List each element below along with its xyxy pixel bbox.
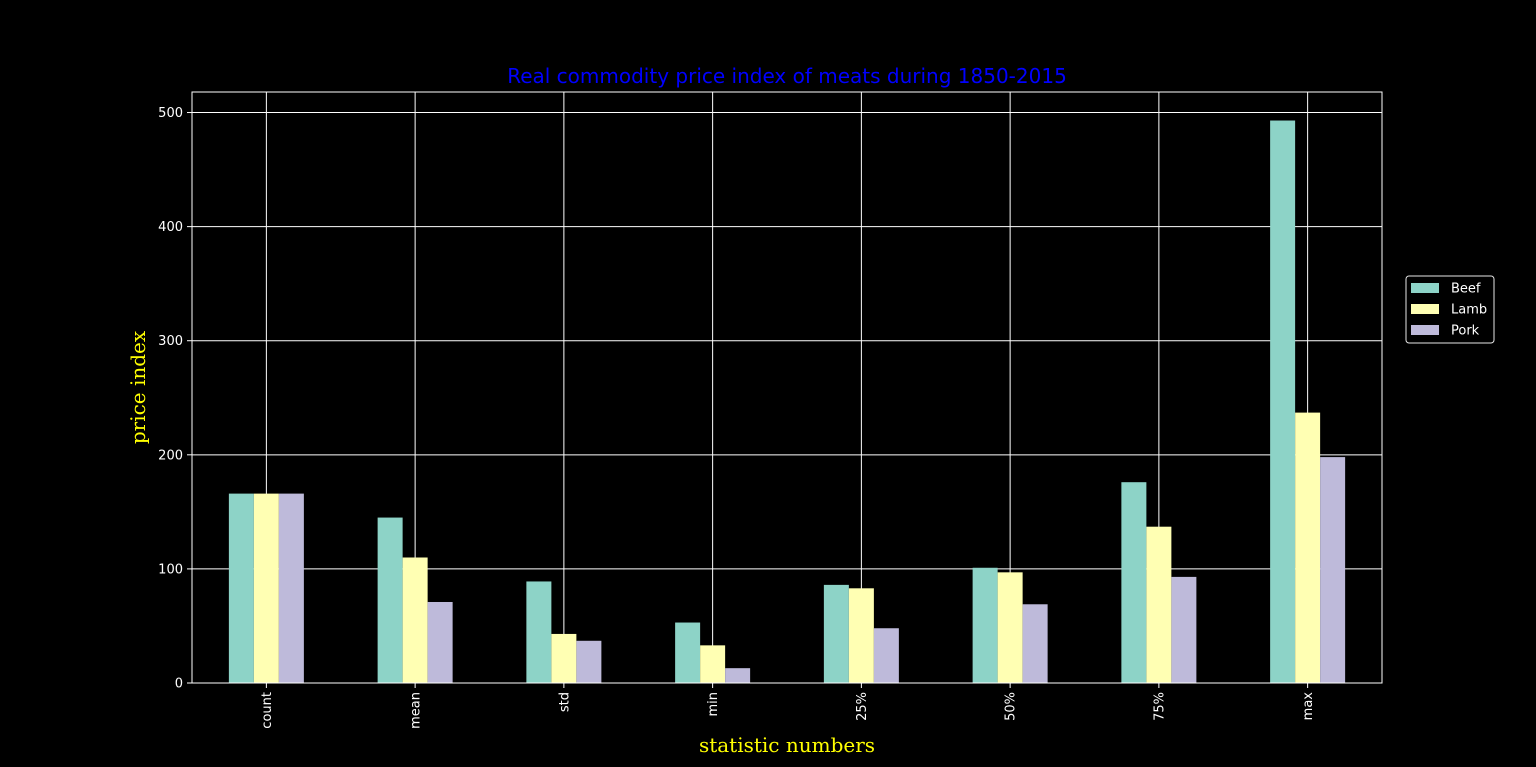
bar-beef <box>823 584 849 683</box>
y-tick-label: 500 <box>158 106 183 121</box>
bar-lamb <box>551 633 577 683</box>
grid <box>192 92 1382 684</box>
x-axis-title: statistic numbers <box>699 733 875 757</box>
y-tick-label: 400 <box>158 220 183 235</box>
bar-pork <box>725 668 751 683</box>
x-tick-label: 25% <box>855 692 870 721</box>
bar-pork <box>1320 457 1346 683</box>
bar-beef <box>675 622 701 683</box>
x-tick-label: min <box>706 692 721 717</box>
legend-label: Pork <box>1451 324 1480 339</box>
y-tick-label: 100 <box>158 562 183 577</box>
legend: Beef Lamb Pork <box>1405 275 1495 344</box>
bar-pork <box>278 493 304 683</box>
x-tick-label: 50% <box>1004 692 1019 721</box>
legend-label: Lamb <box>1451 303 1487 318</box>
bar-pork <box>873 628 899 683</box>
bar-lamb <box>997 572 1023 683</box>
bar-lamb <box>1146 526 1172 683</box>
bar-beef <box>972 567 998 683</box>
bar-pork <box>1022 604 1048 683</box>
legend-label: Beef <box>1451 282 1481 297</box>
bar-beef <box>377 517 403 683</box>
bar-beef <box>228 493 254 683</box>
x-tick-label: count <box>260 692 275 729</box>
bar-lamb <box>1295 412 1321 683</box>
bar-lamb <box>700 645 726 683</box>
bar-beef <box>1121 482 1147 683</box>
legend-swatch <box>1411 304 1439 314</box>
y-tick-label: 200 <box>158 448 183 463</box>
bar-beef <box>526 581 552 683</box>
legend-swatch <box>1411 325 1439 335</box>
bar-pork <box>427 601 453 683</box>
bar-lamb <box>848 588 874 683</box>
bars <box>228 120 1346 683</box>
y-tick-label: 0 <box>175 677 183 692</box>
plot-frame <box>191 91 1383 684</box>
x-tick-label: std <box>557 692 572 712</box>
x-tick-label: 75% <box>1152 692 1167 721</box>
legend-swatch <box>1411 283 1439 293</box>
y-tick-label: 300 <box>158 334 183 349</box>
bar-lamb <box>253 493 279 683</box>
bar-lamb <box>402 557 428 683</box>
bar-beef <box>1270 120 1296 683</box>
bar-pork <box>576 640 602 683</box>
axis-ticks: 0 100 200 300 400 500 count mean std min 25% 50% 75%… <box>158 106 1316 729</box>
y-axis-title: price index <box>126 330 150 444</box>
x-tick-label: mean <box>409 692 424 729</box>
chart-title: Real commodity price index of meats duri… <box>507 64 1067 88</box>
x-tick-label: max <box>1301 692 1316 721</box>
bar-pork <box>1171 576 1197 683</box>
